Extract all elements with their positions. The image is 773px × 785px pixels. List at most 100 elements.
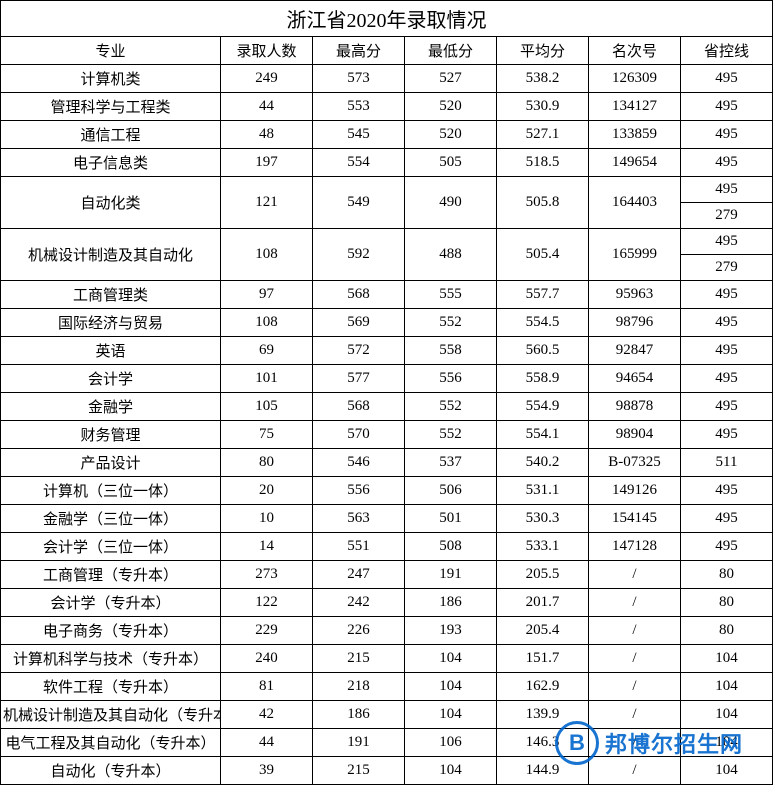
cell-major: 软件工程（专升本）	[1, 673, 221, 701]
cell-rank: 98878	[589, 393, 681, 421]
cell-count: 197	[221, 149, 313, 177]
cell-min: 104	[405, 701, 497, 729]
cell-count: 14	[221, 533, 313, 561]
cell-max: 218	[313, 673, 405, 701]
cell-count: 122	[221, 589, 313, 617]
cell-major: 会计学（三位一体）	[1, 533, 221, 561]
cell-line: 104	[681, 673, 773, 701]
col-line: 省控线	[681, 37, 773, 65]
cell-line: 104	[681, 729, 773, 757]
cell-count: 108	[221, 229, 313, 281]
cell-avg: 538.2	[497, 65, 589, 93]
cell-count: 20	[221, 477, 313, 505]
cell-count: 75	[221, 421, 313, 449]
cell-max: 549	[313, 177, 405, 229]
cell-rank: 165999	[589, 229, 681, 281]
cell-line: 495	[681, 365, 773, 393]
cell-line: 104	[681, 757, 773, 785]
cell-min: 193	[405, 617, 497, 645]
cell-avg: 540.2	[497, 449, 589, 477]
table-title: 浙江省2020年录取情况	[1, 1, 773, 37]
cell-line: 80	[681, 589, 773, 617]
cell-avg: 557.7	[497, 281, 589, 309]
cell-avg: 530.9	[497, 93, 589, 121]
cell-line: 104	[681, 701, 773, 729]
col-min: 最低分	[405, 37, 497, 65]
cell-avg: 139.9	[497, 701, 589, 729]
cell-line: 495	[681, 65, 773, 93]
cell-rank: 98904	[589, 421, 681, 449]
cell-min: 501	[405, 505, 497, 533]
cell-count: 108	[221, 309, 313, 337]
cell-line: 104	[681, 645, 773, 673]
cell-max: 569	[313, 309, 405, 337]
cell-avg: 530.3	[497, 505, 589, 533]
cell-count: 39	[221, 757, 313, 785]
cell-count: 249	[221, 65, 313, 93]
cell-max: 592	[313, 229, 405, 281]
cell-count: 121	[221, 177, 313, 229]
cell-count: 42	[221, 701, 313, 729]
cell-min: 505	[405, 149, 497, 177]
cell-rank: 133859	[589, 121, 681, 149]
cell-rank: /	[589, 673, 681, 701]
cell-avg: 533.1	[497, 533, 589, 561]
cell-major: 会计学	[1, 365, 221, 393]
cell-major: 电子信息类	[1, 149, 221, 177]
cell-line: 495	[681, 421, 773, 449]
cell-avg: 518.5	[497, 149, 589, 177]
cell-max: 247	[313, 561, 405, 589]
cell-major: 自动化类	[1, 177, 221, 229]
cell-avg: 554.1	[497, 421, 589, 449]
cell-major: 国际经济与贸易	[1, 309, 221, 337]
col-max: 最高分	[313, 37, 405, 65]
cell-count: 44	[221, 93, 313, 121]
cell-min: 508	[405, 533, 497, 561]
cell-rank: 95963	[589, 281, 681, 309]
cell-count: 97	[221, 281, 313, 309]
cell-avg: 505.4	[497, 229, 589, 281]
cell-max: 554	[313, 149, 405, 177]
cell-rank: 98796	[589, 309, 681, 337]
cell-major: 产品设计	[1, 449, 221, 477]
cell-min: 104	[405, 673, 497, 701]
cell-major: 机械设计制造及其自动化	[1, 229, 221, 281]
cell-avg: 205.5	[497, 561, 589, 589]
cell-rank: /	[589, 561, 681, 589]
col-major: 专业	[1, 37, 221, 65]
cell-line: 511	[681, 449, 773, 477]
cell-major: 计算机（三位一体）	[1, 477, 221, 505]
cell-rank: B-07325	[589, 449, 681, 477]
cell-min: 556	[405, 365, 497, 393]
cell-rank: 94654	[589, 365, 681, 393]
cell-rank: 147128	[589, 533, 681, 561]
cell-avg: 201.7	[497, 589, 589, 617]
cell-major: 计算机类	[1, 65, 221, 93]
cell-min: 552	[405, 421, 497, 449]
cell-max: 556	[313, 477, 405, 505]
cell-count: 80	[221, 449, 313, 477]
cell-max: 577	[313, 365, 405, 393]
cell-rank: /	[589, 757, 681, 785]
cell-line: 495	[681, 309, 773, 337]
cell-min: 506	[405, 477, 497, 505]
cell-max: 215	[313, 645, 405, 673]
cell-rank: 149654	[589, 149, 681, 177]
cell-max: 226	[313, 617, 405, 645]
cell-rank: 134127	[589, 93, 681, 121]
cell-line: 495	[681, 477, 773, 505]
cell-avg: 146.3	[497, 729, 589, 757]
cell-count: 105	[221, 393, 313, 421]
cell-count: 44	[221, 729, 313, 757]
cell-line: 495	[681, 505, 773, 533]
cell-min: 520	[405, 121, 497, 149]
cell-min: 552	[405, 309, 497, 337]
cell-count: 229	[221, 617, 313, 645]
cell-line: 80	[681, 617, 773, 645]
cell-max: 242	[313, 589, 405, 617]
cell-major: 电子商务（专升本）	[1, 617, 221, 645]
cell-major: 通信工程	[1, 121, 221, 149]
cell-line: 495	[681, 149, 773, 177]
cell-avg: 558.9	[497, 365, 589, 393]
cell-line: 495	[681, 93, 773, 121]
